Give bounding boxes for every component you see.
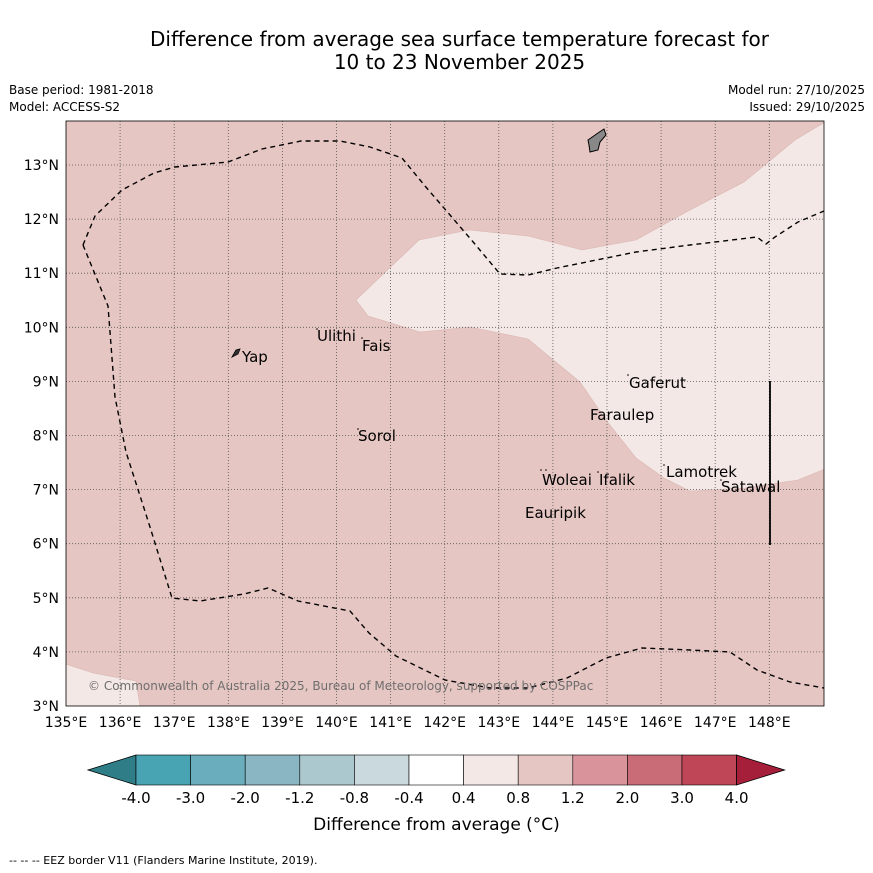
lat-tick-label: 5°N bbox=[33, 591, 59, 607]
place-fais: Fais bbox=[362, 337, 391, 355]
lon-tick-label: 141°E bbox=[369, 715, 412, 731]
lon-tick-label: 136°E bbox=[99, 715, 142, 731]
place-eauripik: Eauripik bbox=[525, 504, 586, 522]
lat-tick-label: 4°N bbox=[33, 645, 59, 661]
colorbar-segment bbox=[408, 754, 464, 786]
issued-date: Issued: 29/10/2025 bbox=[749, 100, 865, 114]
eez-border-south bbox=[82, 244, 824, 689]
colorbar-segment bbox=[299, 754, 355, 786]
lat-tick-label: 10°N bbox=[24, 320, 59, 336]
place-faraulep: Faraulep bbox=[590, 406, 654, 424]
base-period: Base period: 1981-2018 bbox=[9, 83, 154, 97]
colorbar-tick-label: -1.2 bbox=[285, 789, 314, 807]
lon-tick-label: 148°E bbox=[748, 715, 791, 731]
place-ulithi: Ulithi bbox=[317, 327, 356, 345]
colorbar-tick-label: -4.0 bbox=[121, 789, 150, 807]
lon-tick-label: 143°E bbox=[478, 715, 521, 731]
colorbar-segment bbox=[244, 754, 301, 786]
colorbar-tick-label: -3.0 bbox=[176, 789, 205, 807]
colorbar-segment bbox=[681, 754, 737, 786]
lon-tick-label: 142°E bbox=[423, 715, 466, 731]
colorbar-tick-label: -0.4 bbox=[394, 789, 423, 807]
guam-island-shape bbox=[587, 128, 607, 153]
eez-border bbox=[82, 140, 824, 276]
colorbar-tick-label: -0.8 bbox=[340, 789, 369, 807]
lat-tick-label: 3°N bbox=[33, 699, 59, 715]
lat-tick-label: 12°N bbox=[24, 212, 59, 228]
colorbar-segment bbox=[354, 754, 410, 786]
lon-tick-label: 144°E bbox=[532, 715, 575, 731]
title-line-2: 10 to 23 November 2025 bbox=[333, 50, 586, 74]
colorbar-extend-low bbox=[86, 754, 137, 786]
lat-tick-label: 13°N bbox=[24, 158, 59, 174]
colorbar bbox=[86, 754, 786, 786]
colorbar-tick-label: 0.4 bbox=[452, 789, 476, 807]
colorbar-tick-label: 3.0 bbox=[670, 789, 694, 807]
lon-tick-label: 137°E bbox=[153, 715, 196, 731]
colorbar-segment bbox=[190, 754, 246, 786]
lat-tick-label: 8°N bbox=[33, 429, 59, 445]
lon-tick-label: 146°E bbox=[640, 715, 683, 731]
colorbar-tick-label: 1.2 bbox=[561, 789, 585, 807]
colorbar-tick-label: -2.0 bbox=[231, 789, 260, 807]
colorbar-segment bbox=[572, 754, 628, 786]
colorbar-segment bbox=[517, 754, 574, 786]
eez-legend-note: -- -- -- EEZ border V11 (Flanders Marine… bbox=[9, 854, 318, 867]
colorbar-tick-label: 2.0 bbox=[615, 789, 639, 807]
place-satawal: Satawal bbox=[721, 478, 780, 496]
place-sorol: Sorol bbox=[358, 427, 396, 445]
place-woleai: Woleai bbox=[542, 471, 592, 489]
meta-right: Model run: 27/10/2025 Issued: 29/10/2025 bbox=[728, 83, 865, 117]
model-name: Model: ACCESS-S2 bbox=[9, 100, 121, 114]
meta-left: Base period: 1981-2018 Model: ACCESS-S2 bbox=[9, 83, 154, 117]
anomaly-field-0.4-0.8 bbox=[355, 122, 824, 492]
place-gaferut: Gaferut bbox=[629, 374, 686, 392]
lon-tick-label: 147°E bbox=[694, 715, 737, 731]
lon-tick-label: 135°E bbox=[45, 715, 88, 731]
colorbar-segment bbox=[135, 754, 191, 786]
place-lamotrek: Lamotrek bbox=[666, 463, 737, 481]
lon-tick-label: 138°E bbox=[207, 715, 250, 731]
map-frame bbox=[65, 120, 825, 707]
place-ifalik: Ifalik bbox=[599, 471, 635, 489]
title-line-1: Difference from average sea surface temp… bbox=[149, 27, 769, 51]
lon-tick-label: 140°E bbox=[315, 715, 358, 731]
colorbar-label: Difference from average (°C) bbox=[313, 815, 560, 835]
colorbar-segment bbox=[463, 754, 519, 786]
lat-tick-label: 11°N bbox=[24, 266, 59, 282]
place-yap: Yap bbox=[241, 348, 268, 366]
colorbar-tick-label: 0.8 bbox=[506, 789, 530, 807]
model-run: Model run: 27/10/2025 bbox=[727, 83, 865, 97]
copyright-notice: © Commonwealth of Australia 2025, Bureau… bbox=[88, 679, 593, 693]
chart-title: Difference from average sea surface temp… bbox=[0, 28, 873, 74]
lon-tick-label: 139°E bbox=[261, 715, 304, 731]
lat-tick-label: 6°N bbox=[33, 537, 59, 553]
colorbar-tick-label: 4.0 bbox=[725, 789, 749, 807]
anomaly-field-0.4-0.8-south bbox=[66, 663, 141, 706]
lat-tick-label: 9°N bbox=[33, 374, 59, 390]
yap-island-shape bbox=[230, 348, 241, 358]
lat-tick-label: 7°N bbox=[33, 483, 59, 499]
lon-tick-label: 145°E bbox=[586, 715, 629, 731]
colorbar-extend-high bbox=[736, 754, 786, 786]
colorbar-segment bbox=[627, 754, 683, 786]
